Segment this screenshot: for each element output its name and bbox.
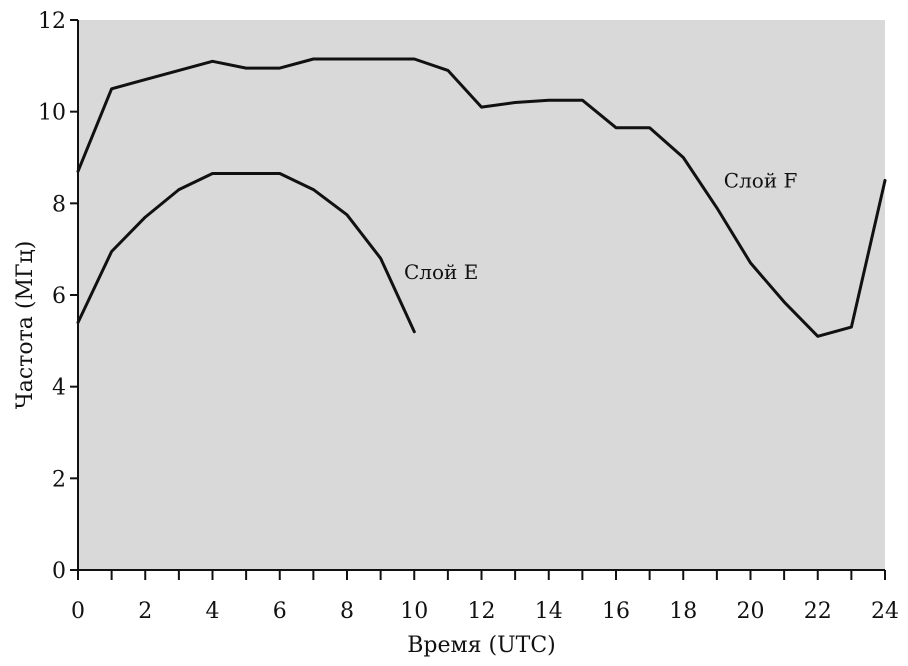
y-axis-title: Частота (МГц): [13, 241, 38, 410]
y-tick-label: 4: [52, 376, 66, 401]
x-tick-label: 12: [468, 599, 496, 624]
y-axis-ticks: 0 2 4 6 8 10 12: [38, 9, 78, 584]
y-tick-label: 0: [52, 559, 66, 584]
x-tick-label: 6: [273, 599, 287, 624]
x-tick-label: 22: [804, 599, 832, 624]
y-tick-label: 2: [52, 467, 66, 492]
series-label-layer-f: Слой F: [724, 168, 798, 192]
x-tick-label: 8: [340, 599, 354, 624]
x-tick-label: 0: [71, 599, 85, 624]
x-axis-title: Время (UTC): [407, 633, 555, 658]
y-tick-label: 10: [38, 101, 66, 126]
plot-area: [78, 20, 885, 570]
y-tick-label: 12: [38, 9, 66, 34]
x-tick-label: 18: [669, 599, 697, 624]
x-tick-label: 14: [535, 599, 563, 624]
series-line-layer-f: [76, 57, 887, 338]
y-tick-label: 8: [52, 192, 66, 217]
annotations: Слой F Слой E: [404, 168, 798, 284]
x-tick-label: 24: [871, 599, 899, 624]
x-tick-label: 20: [737, 599, 765, 624]
x-axis-ticks: 0 2 4 6 8 10 12 14 16 18 20 22 24: [71, 570, 899, 624]
x-tick-label: 2: [138, 599, 152, 624]
x-tick-label: 10: [400, 599, 428, 624]
series-layer: [76, 57, 887, 338]
x-tick-label: 16: [602, 599, 630, 624]
y-tick-label: 6: [52, 284, 66, 309]
series-line-layer-e: [76, 172, 416, 334]
series-label-layer-e: Слой E: [404, 260, 478, 284]
x-tick-label: 4: [206, 599, 220, 624]
